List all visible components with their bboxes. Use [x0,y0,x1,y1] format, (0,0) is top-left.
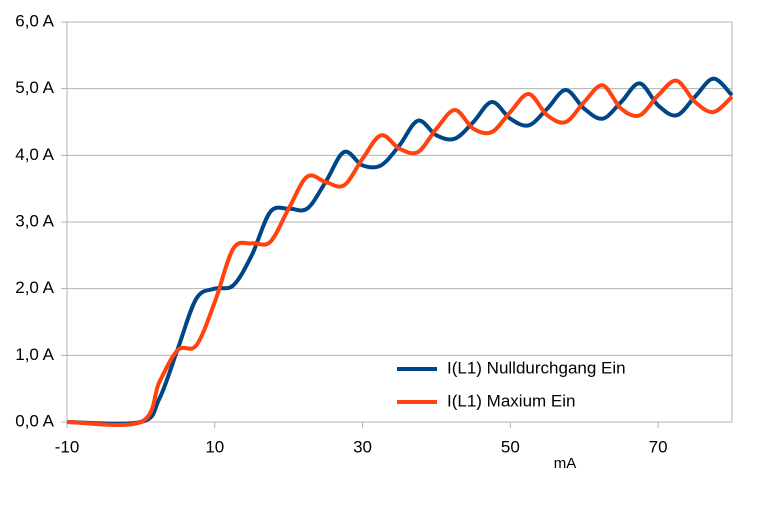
x-tick-label: 70 [649,437,668,456]
y-tick-label: 5,0 A [15,78,54,97]
series-line [66,76,734,426]
series-line [66,78,734,427]
x-tick-label: 30 [353,437,372,456]
y-tick-label: 6,0 A [15,11,54,30]
legend-label: I(L1) Nulldurchgang Ein [447,358,626,377]
legend-label: I(L1) Maxium Ein [447,391,575,410]
y-tick-label: 2,0 A [15,278,54,297]
x-tick-label: 10 [205,437,224,456]
y-tick-label: 4,0 A [15,145,54,164]
x-tick-label: 50 [501,437,520,456]
x-tick-label: -10 [55,437,80,456]
y-tick-label: 3,0 A [15,211,54,230]
x-axis-label: mA [554,455,577,472]
y-tick-label: 1,0 A [15,345,54,364]
y-tick-label: 0,0 A [15,411,54,430]
